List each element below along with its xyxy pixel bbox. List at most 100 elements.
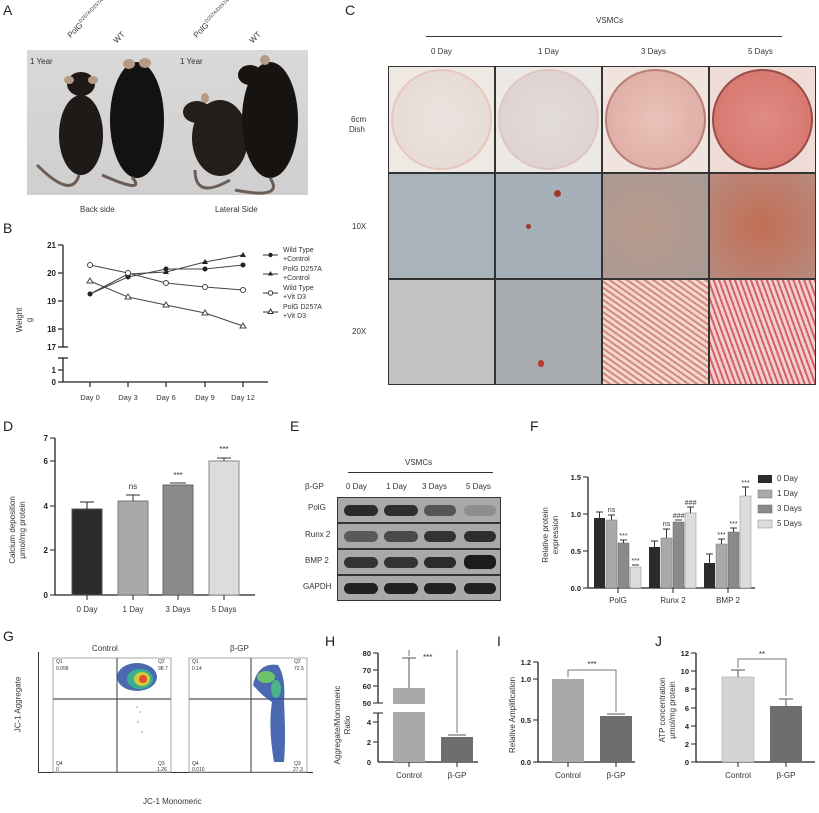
legend-polg-control-1: PolG D257A: [283, 266, 322, 273]
panel-letter-j: J: [655, 633, 662, 649]
legend-wt-control-2: +Control: [283, 256, 310, 263]
svg-text:8: 8: [685, 685, 689, 694]
panel-letter-g: G: [3, 628, 14, 644]
svg-text:0: 0: [367, 758, 371, 767]
micrograph-10x-0-day: [388, 173, 495, 279]
mouse-photo-back: 1 Year: [27, 50, 175, 195]
svg-text:0.0: 0.0: [521, 758, 531, 767]
blot-runx2: [337, 523, 501, 549]
control-q4-value: 0: [56, 767, 59, 773]
blot-header: VSMCs: [405, 458, 433, 467]
flow-title-bgp: β-GP: [230, 644, 249, 653]
protein-polg: PolG: [308, 503, 326, 512]
svg-text:Control: Control: [725, 771, 751, 780]
control-q3-value: 1.26: [157, 767, 167, 773]
bgp-q2-value: 72.5: [294, 666, 304, 672]
control-q1-label: Q1: [56, 659, 63, 665]
legend-3-days: 3 Days: [777, 504, 802, 513]
legend-wt-control-1: Wild Type: [283, 247, 314, 254]
wt-label: WT: [111, 29, 127, 45]
bgp-q1-value: 0.14: [192, 666, 202, 672]
blot-header-divider: [348, 472, 493, 473]
flow-outer-x-axis: [38, 772, 313, 773]
svg-text:18: 18: [47, 325, 56, 334]
svg-text:4: 4: [367, 718, 372, 727]
svg-text:1: 1: [52, 366, 57, 375]
svg-text:μmol/mg protein: μmol/mg protein: [18, 501, 27, 559]
blot-col-3: 5 Days: [466, 482, 491, 491]
svg-text:50: 50: [363, 699, 371, 708]
legend-1-day: 1 Day: [777, 489, 798, 498]
svg-text:BMP 2: BMP 2: [716, 596, 740, 605]
svg-text:Runx 2: Runx 2: [660, 596, 686, 605]
dish-3-days: [602, 66, 709, 173]
protein-runx2: Runx 2: [305, 530, 331, 539]
svg-text:6: 6: [44, 457, 49, 466]
flow-ylabel: JC-1 Aggregate: [13, 676, 23, 733]
row-label-dish: 6cm: [351, 115, 367, 124]
svg-text:PolG: PolG: [609, 596, 627, 605]
mouse-photo-lateral: 1 Year: [175, 50, 308, 195]
svg-text:expression: expression: [551, 516, 560, 555]
svg-text:Relative Amplification: Relative Amplification: [508, 677, 517, 753]
svg-text:60: 60: [363, 682, 371, 691]
svg-text:1.0: 1.0: [571, 510, 581, 519]
bgp-q2-label: Q2: [294, 659, 301, 665]
age-label-2: 1 Year: [180, 57, 203, 66]
svg-text:19: 19: [47, 297, 56, 306]
svg-text:Day 6: Day 6: [156, 393, 176, 402]
blot-polg: [337, 497, 501, 523]
svg-text:ns: ns: [129, 482, 137, 491]
svg-text:β-GP: β-GP: [448, 771, 467, 780]
row-label-dish-2: Dish: [349, 125, 366, 134]
svg-text:Day 3: Day 3: [118, 393, 138, 402]
wt-label-2: WT: [247, 29, 263, 45]
svg-text:0 Day: 0 Day: [77, 605, 98, 614]
micrograph-20x-5-days: [709, 279, 816, 385]
svg-text:***: ***: [717, 532, 725, 539]
aggregate-monomeric-ratio-bar-chart: 80 70 60 50 4 2 0 Aggregate/Monomeric Ratio *…: [333, 650, 478, 780]
svg-text:ns: ns: [663, 521, 671, 528]
vsmcs-header: VSMCs: [596, 16, 624, 25]
panel-letter-c: C: [345, 2, 356, 18]
svg-text:12: 12: [681, 650, 689, 658]
flow-outer-y-axis: [38, 652, 39, 772]
legend-wt-vitd3-1: Wild Type: [283, 285, 314, 292]
row-label-20x: 20X: [352, 327, 367, 336]
flow-plot-control: [52, 657, 172, 773]
panel-letter-h: H: [325, 633, 336, 649]
control-q2-label: Q2: [158, 659, 165, 665]
legend-wt-vitd3-2: +Vit D3: [283, 294, 307, 301]
svg-text:70: 70: [363, 666, 371, 675]
flow-plot-bgp: [188, 657, 308, 773]
mouse-silhouettes-back: [35, 58, 164, 187]
svg-text:2: 2: [44, 546, 49, 555]
svg-text:###: ###: [673, 513, 685, 520]
svg-text:###: ###: [685, 500, 697, 507]
svg-text:1.5: 1.5: [571, 473, 581, 482]
svg-text:***: ***: [741, 480, 749, 487]
panel-letter-e: E: [290, 418, 300, 434]
bgp-q1-label: Q1: [192, 659, 199, 665]
blot-col-0: 0 Day: [346, 482, 367, 491]
col-0-day: 0 Day: [431, 47, 452, 56]
micrograph-20x-1-day: [495, 279, 602, 385]
svg-text:0.0: 0.0: [571, 584, 581, 593]
bgp-q4-value: 0.010: [192, 767, 205, 773]
svg-text:Control: Control: [396, 771, 422, 780]
dish-0-day: [388, 66, 495, 173]
svg-text:0.5: 0.5: [571, 547, 581, 556]
dish-5-days: [709, 66, 816, 173]
bgp-q3-label: Q3: [294, 761, 301, 767]
svg-text:β-GP: β-GP: [607, 771, 626, 780]
col-1-day: 1 Day: [538, 47, 559, 56]
svg-text:Relative protein: Relative protein: [541, 507, 550, 563]
micrograph-10x-3-days: [602, 173, 709, 279]
svg-text:ns: ns: [608, 507, 616, 514]
protein-bmp2: BMP 2: [305, 556, 329, 565]
bgp-q3-value: 27.3: [293, 767, 303, 773]
svg-text:***: ***: [631, 558, 639, 565]
svg-text:2: 2: [685, 740, 689, 749]
polg-mutant-label-2: PolGD257A/D257A: [191, 0, 231, 40]
svg-text:Day 12: Day 12: [231, 393, 255, 402]
